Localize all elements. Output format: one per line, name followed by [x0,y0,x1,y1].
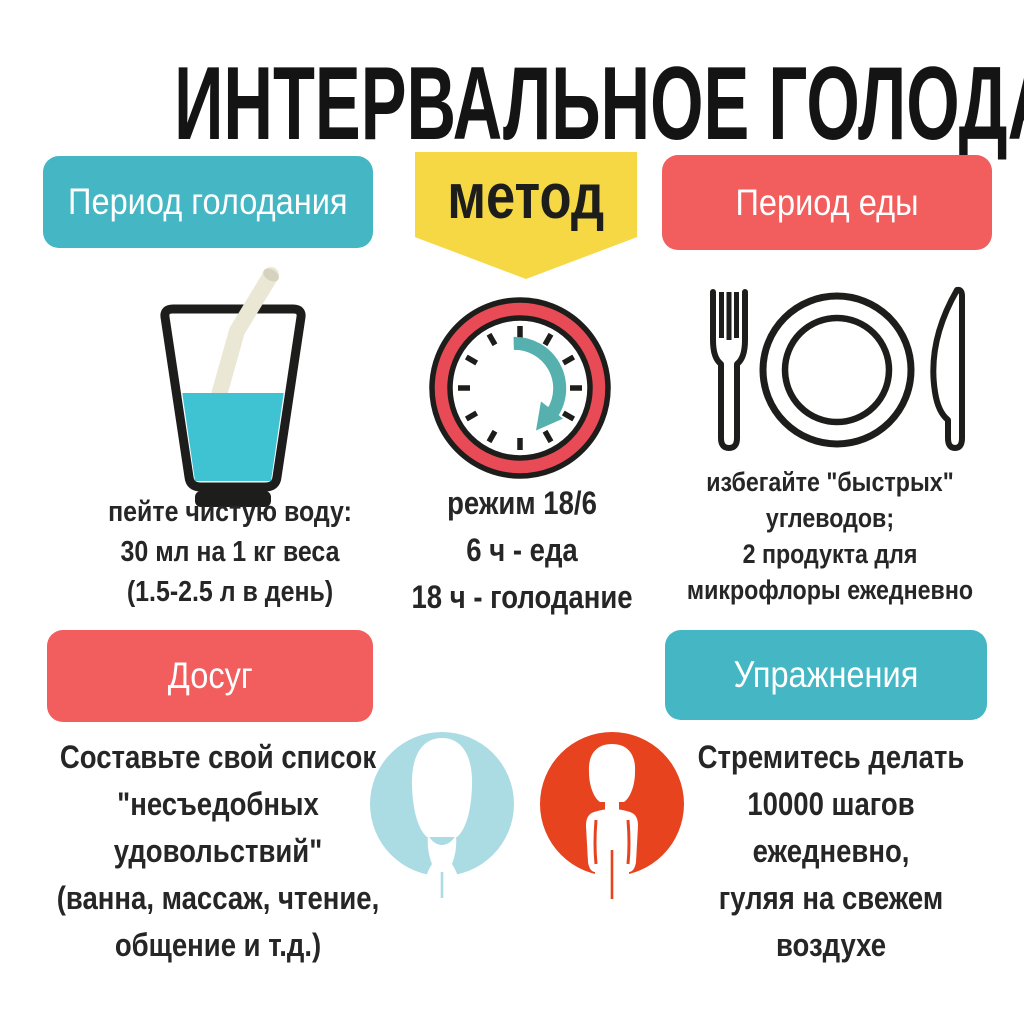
banner-leisure: Досуг [47,630,373,722]
text-line: пейте чистую воду: [108,496,352,528]
text-line: (ванна, массаж, чтение, [56,880,380,916]
eating-text: избегайте "быстрых" углеводов; 2 продукт… [673,464,986,608]
leisure-text: Составьте свой список "несъедобных удово… [46,734,390,969]
water-glass-icon [160,267,306,507]
text-line: 2 продукта для [742,539,918,569]
text-line: ежедневно, [752,833,910,869]
text-line: углеводов; [765,503,895,533]
text-line: Стремитесь делать [697,739,965,775]
fasting-text: пейте чистую воду: 30 мл на 1 кг веса (1… [58,492,402,612]
text-line: 6 ч - еда [466,532,578,568]
clock-ticks [458,326,582,450]
method-text: режим 18/6 6 ч - еда 18 ч - голодание [393,480,651,621]
banner-exercise: Упражнения [665,630,987,720]
banner-leisure-label: Досуг [167,655,253,696]
page-title: ИНТЕРВАЛЬНОЕ ГОЛОДАНИЕ [174,46,1024,162]
clock-icon [429,297,611,479]
text-line: гуляя на свежем [718,880,944,916]
exercise-text: Стремитесь делать 10000 шагов ежедневно,… [671,734,991,969]
text-line: удовольствий" [113,833,323,869]
text-line: 10000 шагов [747,786,915,822]
text-line: избегайте "быстрых" [706,467,954,497]
female-silhouette-icon [370,732,514,898]
text-line: "несъедобных [117,786,319,822]
banner-eating-period-label: Период еды [735,181,919,223]
text-line: Составьте свой список [59,739,377,775]
plate-inner [781,314,893,426]
banner-fasting-period: Период голодания [43,156,373,248]
banner-method: метод [415,152,637,279]
text-line: 30 мл на 1 кг веса [120,536,340,568]
banner-exercise-label: Упражнения [733,654,919,695]
text-line: режим 18/6 [447,485,597,521]
plate-fork-knife-icon [710,286,965,451]
text-line: воздухе [775,927,887,963]
text-line: микрофлоры ежедневно [686,575,974,605]
text-line: общение и т.д.) [114,927,322,963]
text-line: 18 ч - голодание [411,579,633,615]
clockwise-arrow [513,336,567,416]
knife [930,286,965,451]
text-line: (1.5-2.5 л в день) [126,576,334,608]
banner-fasting-period-label: Период голодания [68,181,348,222]
banner-method-label: метод [447,160,605,232]
male-silhouette-icon [540,732,684,899]
banner-eating-period: Период еды [662,155,992,250]
